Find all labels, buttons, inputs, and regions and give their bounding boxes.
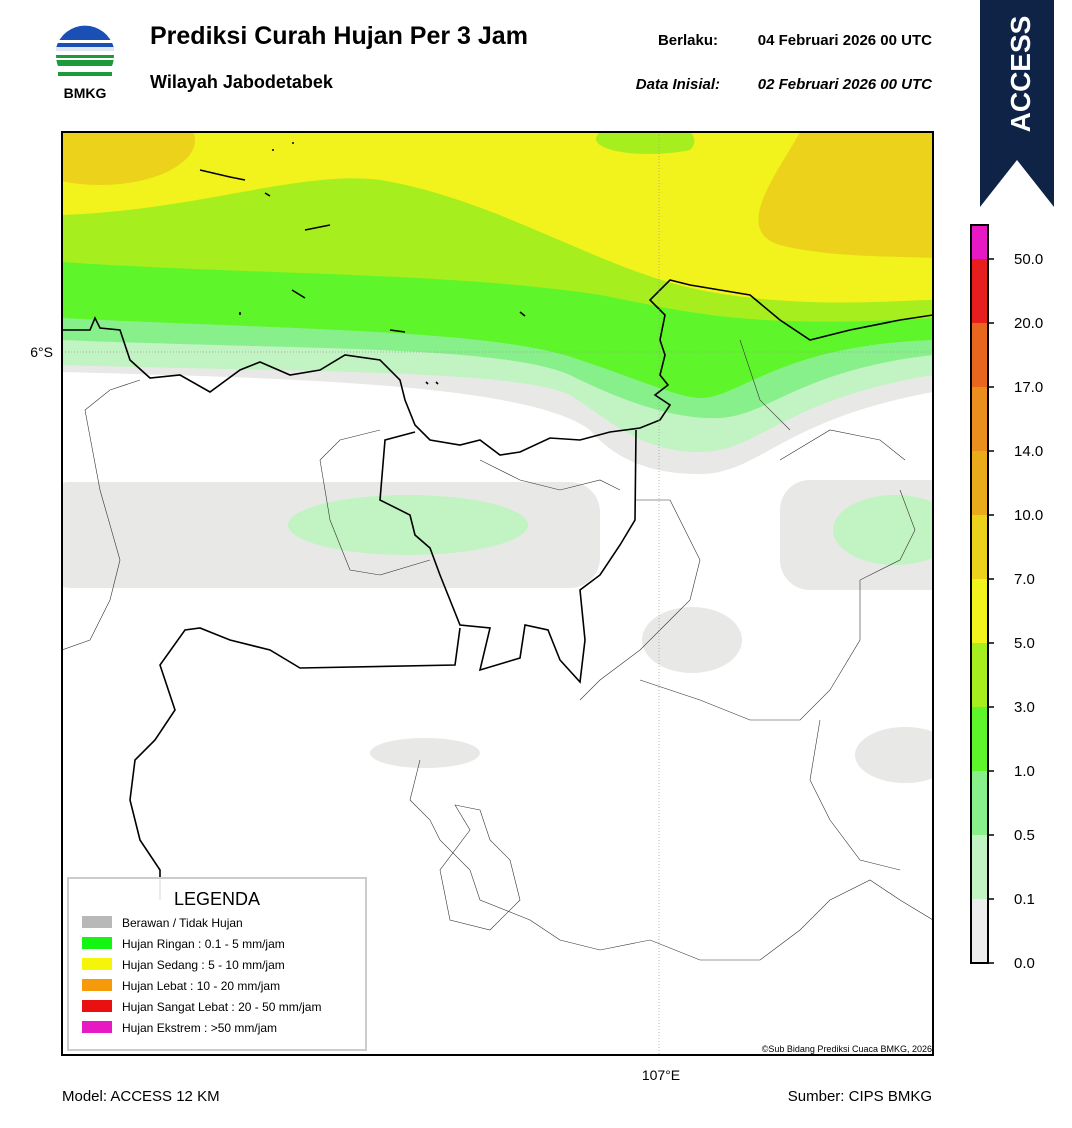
legend-label: Berawan / Tidak Hujan	[122, 916, 243, 930]
colorbar-segment	[971, 515, 988, 579]
subtitle: Wilayah Jabodetabek	[150, 72, 334, 92]
colorbar-label: 17.0	[1014, 379, 1043, 396]
colorbar-segment	[971, 451, 988, 515]
valid-date: 04 Februari 2026 00 UTC	[758, 32, 932, 49]
badge	[980, 0, 1054, 207]
legend-swatch	[82, 979, 112, 991]
colorbar-label: 0.0	[1014, 955, 1035, 972]
logo-text: BMKG	[64, 85, 107, 101]
colorbar-segment	[971, 225, 988, 259]
colorbar-segment	[971, 835, 988, 899]
title: Prediksi Curah Hujan Per 3 Jam	[150, 22, 528, 50]
colorbar: 0.0 0.1 0.5 1.0 3.0 5.0 7.0 10.0 14.0 17.0 20.0 50.…	[970, 224, 1043, 972]
valid-label: Berlaku:	[658, 32, 718, 49]
legend-label: Hujan Sangat Lebat : 20 - 50 mm/jam	[122, 1000, 321, 1014]
footer-source: Sumber: CIPS BMKG	[788, 1088, 932, 1105]
init-label: Data Inisial:	[636, 76, 720, 93]
legend-title: LEGENDA	[174, 889, 260, 909]
legend-swatch	[82, 916, 112, 928]
colorbar-label: 20.0	[1014, 315, 1043, 332]
legend-label: Hujan Ekstrem : >50 mm/jam	[122, 1021, 277, 1035]
colorbar-label: 7.0	[1014, 571, 1035, 588]
badge-text: ACCESS	[1005, 16, 1036, 133]
legend-label: Hujan Sedang : 5 - 10 mm/jam	[122, 958, 285, 972]
credit: ©Sub Bidang Prediksi Cuaca BMKG, 2026	[762, 1044, 932, 1054]
colorbar-label: 10.0	[1014, 507, 1043, 524]
colorbar-segment	[971, 707, 988, 771]
init-date: 02 Februari 2026 00 UTC	[758, 76, 933, 93]
legend-swatch	[82, 958, 112, 970]
colorbar-label: 0.5	[1014, 827, 1035, 844]
colorbar-label: 14.0	[1014, 443, 1043, 460]
lon-label: 107°E	[642, 1067, 680, 1083]
colorbar-segment	[971, 323, 988, 387]
lat-label: 6°S	[30, 344, 53, 360]
colorbar-label: 1.0	[1014, 763, 1035, 780]
colorbar-segment	[971, 387, 988, 451]
colorbar-label: 0.1	[1014, 891, 1035, 908]
colorbar-label: 50.0	[1014, 251, 1043, 268]
colorbar-frame	[970, 224, 989, 964]
legend: LEGENDA Berawan / Tidak Hujan Hujan Ringa…	[67, 877, 367, 1051]
legend-label: Hujan Ringan : 0.1 - 5 mm/jam	[122, 937, 285, 951]
legend-swatch	[82, 937, 112, 949]
map-frame	[61, 131, 934, 1056]
colorbar-label: 3.0	[1014, 699, 1035, 716]
colorbar-segment	[971, 899, 988, 963]
colorbar-segment	[971, 259, 988, 323]
legend-label: Hujan Lebat : 10 - 20 mm/jam	[122, 979, 280, 993]
colorbar-segment	[971, 643, 988, 707]
legend-swatch	[82, 1000, 112, 1012]
bmkg-logo: BMKG	[55, 25, 115, 101]
colorbar-label: 5.0	[1014, 635, 1035, 652]
footer-model: Model: ACCESS 12 KM	[62, 1088, 220, 1105]
legend-swatch	[82, 1021, 112, 1033]
colorbar-segment	[971, 771, 988, 835]
colorbar-segment	[971, 579, 988, 643]
